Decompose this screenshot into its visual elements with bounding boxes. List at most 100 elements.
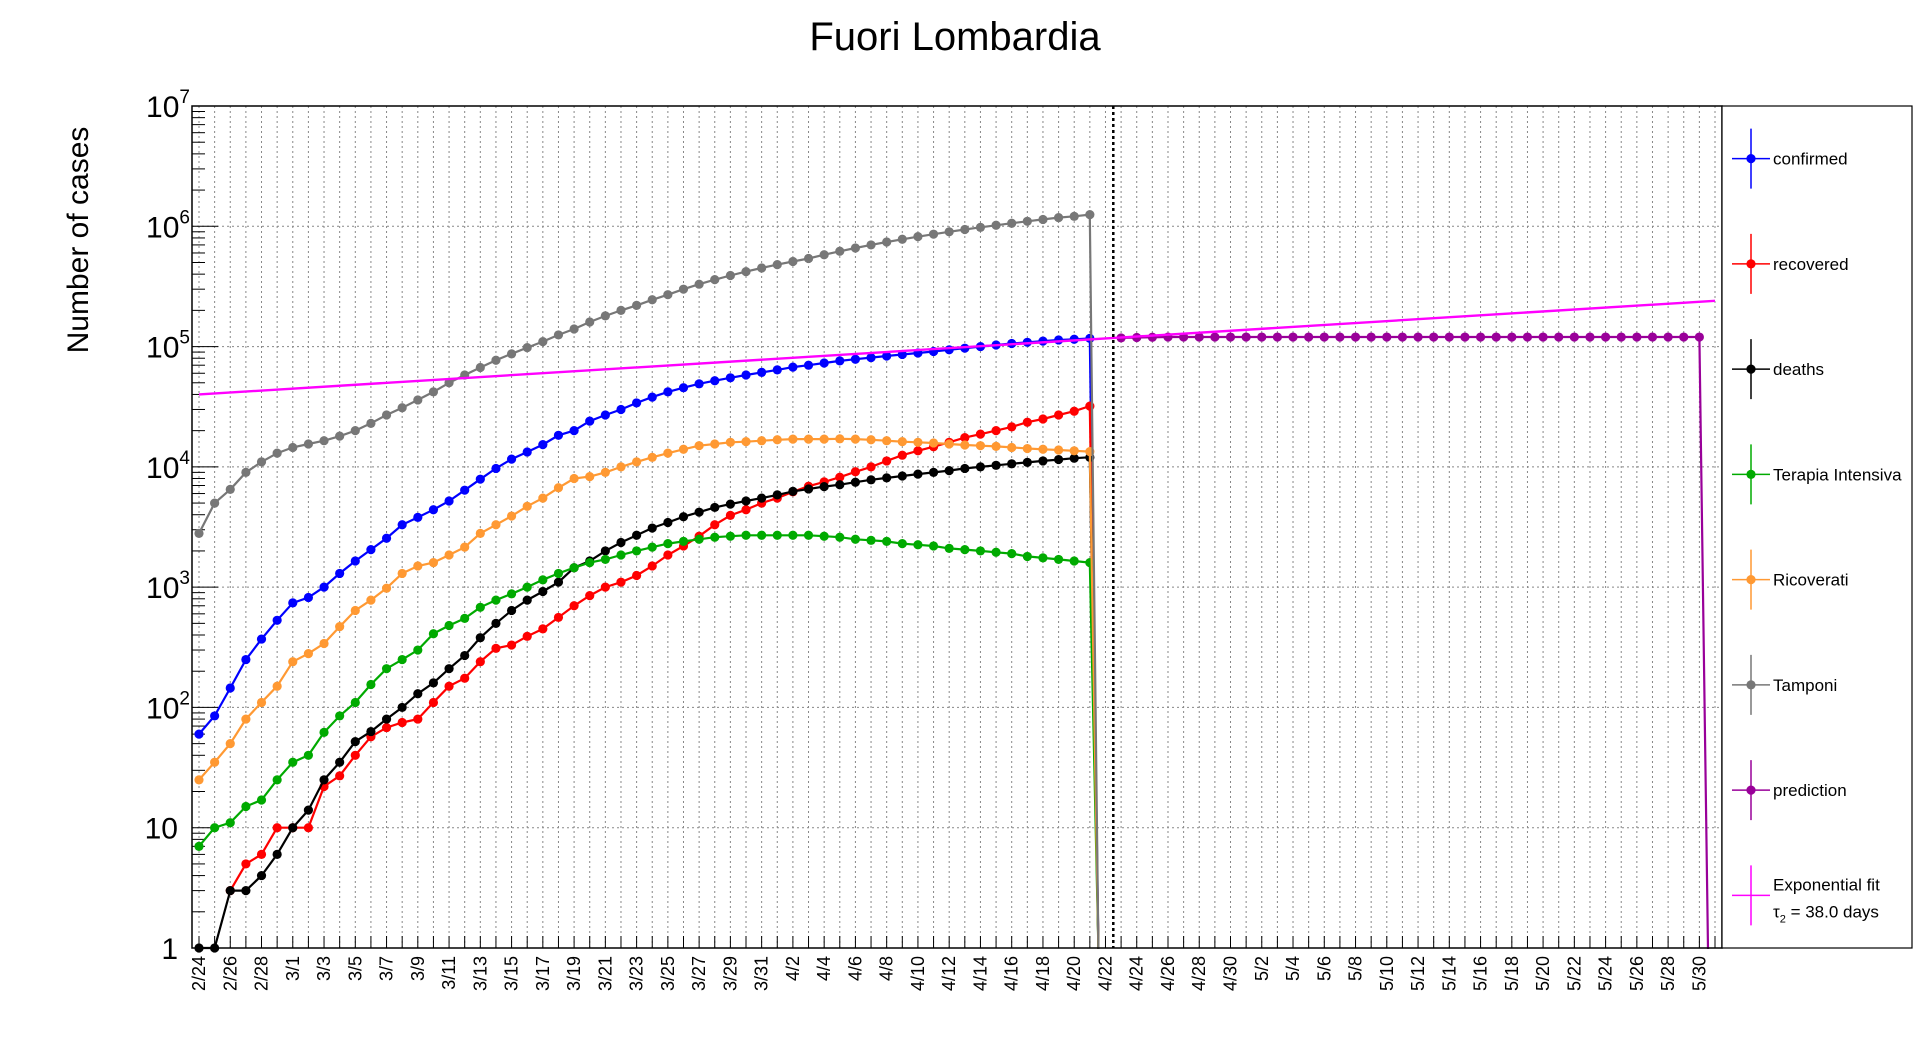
data-point	[803, 484, 814, 494]
data-point	[303, 750, 314, 760]
data-point	[444, 496, 454, 506]
y-tick-label: 104	[146, 448, 190, 485]
data-point	[553, 568, 564, 579]
x-tick-label: 3/11	[439, 956, 459, 990]
data-point	[522, 447, 532, 457]
data-point	[491, 520, 501, 530]
data-point	[975, 222, 986, 232]
x-tick-label: 4/18	[1033, 956, 1053, 991]
data-point	[600, 554, 610, 565]
legend-label: recovered	[1773, 255, 1849, 274]
legend-marker	[1746, 259, 1756, 269]
data-point	[991, 547, 1001, 557]
data-point	[741, 437, 751, 447]
data-point	[428, 629, 439, 639]
data-point	[913, 446, 923, 456]
data-point	[928, 541, 939, 551]
data-point	[866, 435, 876, 445]
data-point	[632, 398, 642, 408]
x-tick-label: 5/8	[1346, 956, 1366, 981]
data-point	[381, 664, 392, 674]
data-point	[491, 355, 501, 365]
data-point	[553, 430, 564, 440]
data-point	[538, 624, 548, 634]
data-point	[460, 613, 470, 623]
data-point	[913, 232, 923, 242]
data-point	[1085, 210, 1095, 220]
data-point	[882, 237, 892, 247]
data-point	[194, 729, 204, 739]
data-point	[366, 545, 376, 555]
data-point	[647, 542, 657, 552]
data-point	[913, 469, 923, 479]
data-point	[1632, 332, 1642, 342]
data-point	[1038, 456, 1048, 466]
data-point	[553, 612, 564, 623]
series-line	[229, 404, 1100, 950]
legend-entry: deaths	[1732, 339, 1824, 400]
data-point	[944, 439, 954, 449]
data-point	[725, 510, 735, 520]
x-tick-label: 4/22	[1095, 956, 1115, 991]
data-point	[678, 383, 689, 393]
series-recovered	[225, 401, 1100, 950]
y-tick-label: 102	[146, 688, 190, 725]
data-point	[460, 542, 470, 552]
data-point	[585, 557, 595, 568]
data-point	[772, 365, 782, 375]
data-point	[444, 620, 454, 631]
data-point	[413, 512, 423, 523]
data-point	[835, 356, 845, 366]
data-point	[897, 539, 907, 549]
data-point	[1069, 211, 1079, 221]
data-point	[241, 859, 251, 869]
x-tick-label: 4/14	[970, 956, 990, 991]
x-tick-label: 5/18	[1502, 956, 1522, 991]
x-tick-label: 3/15	[502, 956, 522, 991]
data-point	[1319, 332, 1329, 342]
data-point	[319, 727, 329, 738]
x-tick-label: 4/16	[1002, 956, 1022, 991]
legend-entry: confirmed	[1732, 128, 1848, 189]
data-point	[1679, 332, 1689, 342]
data-point	[303, 805, 314, 815]
data-point	[428, 505, 439, 515]
data-point	[960, 545, 970, 555]
data-point	[475, 633, 485, 643]
data-point	[866, 535, 876, 545]
data-point	[991, 426, 1001, 436]
data-point	[506, 589, 517, 599]
data-point	[1038, 444, 1048, 454]
data-point	[663, 539, 673, 549]
data-point	[381, 583, 392, 593]
x-tick-label: 3/25	[658, 956, 678, 991]
data-point	[1444, 332, 1454, 342]
data-point	[272, 849, 282, 859]
data-point	[913, 540, 923, 550]
data-point	[1038, 214, 1048, 225]
data-point	[1304, 332, 1314, 342]
data-point	[1053, 335, 1064, 345]
x-tick-label: 5/20	[1533, 956, 1553, 991]
data-point	[256, 634, 267, 644]
data-point	[522, 582, 532, 592]
legend-marker	[1746, 469, 1756, 479]
data-point	[397, 403, 407, 413]
data-point	[897, 234, 907, 244]
data-point	[632, 570, 642, 581]
data-point	[710, 532, 720, 542]
data-point	[694, 441, 704, 451]
data-point	[350, 605, 360, 616]
data-point	[975, 441, 986, 451]
data-point	[1397, 332, 1408, 342]
data-point	[663, 448, 673, 458]
data-point	[1038, 414, 1048, 424]
series-line	[198, 337, 1100, 950]
data-point	[569, 324, 579, 334]
data-point	[288, 757, 298, 767]
data-point	[350, 736, 360, 747]
data-point	[460, 673, 470, 683]
y-tick-label: 1	[161, 933, 178, 966]
data-point	[632, 457, 642, 467]
data-point	[710, 376, 720, 386]
